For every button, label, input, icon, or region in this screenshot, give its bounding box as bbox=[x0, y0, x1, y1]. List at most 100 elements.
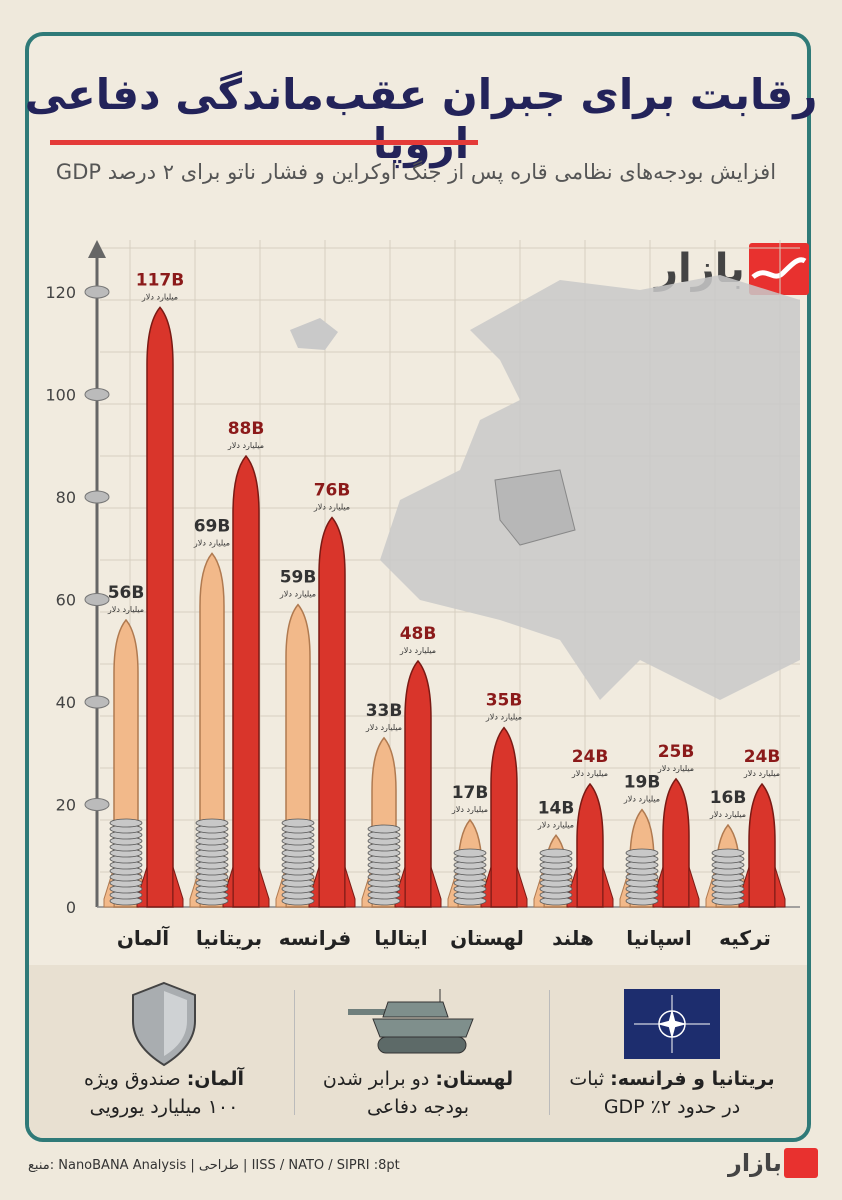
value-label: 69B bbox=[194, 516, 231, 536]
y-tick-marker bbox=[84, 490, 110, 504]
highlight-caption: آلمان: صندوق ویژه ۱۰۰ میلیارد یورویی bbox=[83, 1068, 245, 1118]
rocket-bar-red bbox=[222, 454, 270, 908]
highlight-poland: لهستان: دو برابر شدن بودجه دفاعی bbox=[293, 965, 543, 1135]
y-tick-marker bbox=[84, 593, 110, 606]
unit-label: میلیارد دلار bbox=[485, 713, 522, 722]
value-label: 16B bbox=[710, 788, 747, 808]
y-axis-arrow-icon bbox=[88, 240, 106, 258]
unit-label: میلیارد دلار bbox=[313, 503, 350, 512]
unit-label: میلیارد دلار bbox=[193, 538, 230, 547]
y-tick-marker bbox=[84, 798, 110, 811]
value-label: 117B bbox=[136, 270, 184, 290]
europe-map bbox=[380, 275, 800, 700]
coin-stack-icon bbox=[453, 848, 487, 906]
value-label: 56B bbox=[108, 583, 145, 603]
value-label: 17B bbox=[452, 783, 489, 803]
category-label: ترکیه bbox=[719, 926, 771, 950]
rocket-bar-red-body bbox=[318, 516, 346, 908]
rocket-bar-red-body bbox=[748, 782, 776, 908]
category-label: اسپانیا bbox=[626, 926, 691, 951]
rocket-bar-red bbox=[738, 782, 786, 908]
unit-label: میلیارد دلار bbox=[399, 646, 436, 655]
y-tick-label: 0 bbox=[66, 898, 76, 917]
value-label: 88B bbox=[228, 419, 265, 439]
chart: 0 20 40 60 80 100 120 56B میلیارد دلار 117B میلیار… bbox=[45, 240, 800, 951]
poland-map bbox=[494, 469, 576, 546]
category-label: ایتالیا bbox=[374, 926, 427, 950]
category-label: لهستان bbox=[450, 926, 524, 950]
rocket-bar-orange-body bbox=[199, 552, 225, 908]
highlight-germany: آلمان: صندوق ویژه ۱۰۰ میلیارد یورویی bbox=[39, 965, 289, 1135]
rocket-bar-red bbox=[394, 659, 442, 908]
rocket-bar-red bbox=[136, 306, 184, 908]
category-label: هلند bbox=[552, 926, 594, 950]
highlight-caption: بریتانیا و فرانسه: ثبات در حدود ۲٪ GDP bbox=[569, 1068, 775, 1118]
rocket-bar-red-body bbox=[232, 454, 260, 908]
coin bbox=[109, 818, 143, 828]
value-label: 59B bbox=[280, 568, 317, 588]
value-label: 24B bbox=[572, 747, 609, 767]
y-tick-marker bbox=[84, 695, 110, 709]
tank-icon bbox=[348, 989, 474, 1054]
subtitle: افزایش بودجه‌های نظامی قاره پس از جنگ او… bbox=[55, 160, 777, 184]
unit-label: میلیارد دلار bbox=[623, 795, 660, 804]
unit-label: میلیارد دلار bbox=[107, 605, 144, 614]
coin bbox=[539, 848, 573, 858]
unit-label: میلیارد دلار bbox=[657, 764, 694, 773]
unit-label: میلیارد دلار bbox=[537, 820, 574, 829]
value-label: 24B bbox=[744, 747, 781, 767]
value-label: 25B bbox=[658, 742, 695, 762]
y-tick-label: 120 bbox=[45, 283, 76, 302]
coin bbox=[711, 848, 745, 858]
rocket-bar-red-body bbox=[662, 777, 690, 908]
divider bbox=[294, 990, 295, 1115]
nato-flag-icon bbox=[624, 989, 720, 1059]
rocket-bar-red-body bbox=[490, 726, 518, 908]
title-underline bbox=[50, 140, 478, 145]
rocket-bar-red-body bbox=[404, 659, 432, 908]
category-label: بریتانیا bbox=[196, 926, 262, 950]
rocket-bar-red bbox=[308, 516, 356, 908]
iceland-map bbox=[290, 318, 338, 350]
y-tick-label: 40 bbox=[56, 693, 76, 712]
category-label: آلمان bbox=[117, 925, 170, 950]
coin bbox=[625, 848, 659, 858]
value-label: 48B bbox=[400, 624, 437, 644]
unit-label: میلیارد دلار bbox=[227, 441, 264, 450]
coin bbox=[367, 824, 401, 834]
value-label: 35B bbox=[486, 691, 523, 711]
y-tick-label: 20 bbox=[56, 796, 76, 815]
coin bbox=[281, 818, 315, 828]
value-label: 19B bbox=[624, 773, 661, 793]
highlight-uk-france: بریتانیا و فرانسه: ثبات در حدود ۲٪ GDP bbox=[547, 965, 797, 1135]
shield-icon bbox=[132, 981, 196, 1067]
rocket-bar-red-body bbox=[576, 782, 604, 908]
source-footer: منبع: NanoBANA Analysis | طراحی | IISS /… bbox=[28, 1158, 400, 1173]
footer-logo: بازار bbox=[728, 1148, 818, 1178]
unit-label: میلیارد دلار bbox=[571, 769, 608, 778]
unit-label: میلیارد دلار bbox=[709, 810, 746, 819]
coin-stack-icon bbox=[625, 848, 659, 906]
unit-label: میلیارد دلار bbox=[141, 292, 178, 301]
y-tick-marker bbox=[84, 285, 110, 299]
category-label: فرانسه bbox=[279, 926, 351, 950]
logo-mark-icon bbox=[748, 243, 809, 295]
y-tick-label: 80 bbox=[56, 488, 76, 507]
footer-logo-text: بازار bbox=[728, 1149, 782, 1177]
y-tick-marker bbox=[84, 388, 110, 401]
coin bbox=[195, 818, 229, 828]
coin bbox=[453, 848, 487, 858]
value-label: 76B bbox=[314, 481, 351, 501]
value-label: 14B bbox=[538, 798, 575, 818]
unit-label: میلیارد دلار bbox=[451, 805, 488, 814]
rocket-bar-red-fins bbox=[480, 866, 528, 908]
rocket-bar-red-fins bbox=[394, 866, 442, 908]
y-tick-label: 60 bbox=[56, 591, 76, 610]
divider bbox=[549, 990, 550, 1115]
highlight-caption: لهستان: دو برابر شدن بودجه دفاعی bbox=[322, 1068, 514, 1118]
y-tick-label: 100 bbox=[45, 386, 76, 405]
coin-stack-icon bbox=[195, 818, 229, 906]
rocket-bar-red bbox=[652, 777, 700, 908]
unit-label: میلیارد دلار bbox=[365, 723, 402, 732]
rocket-bar-red-body bbox=[146, 306, 174, 908]
